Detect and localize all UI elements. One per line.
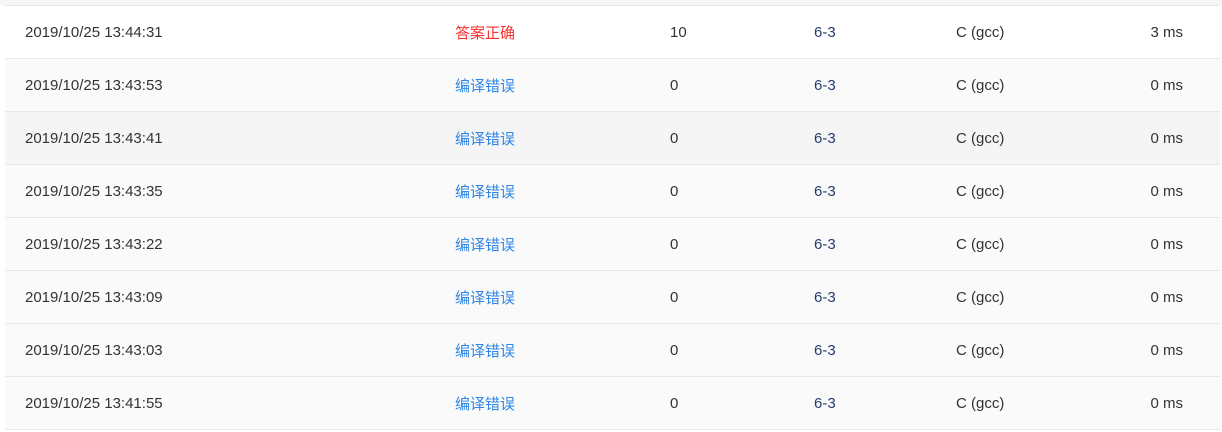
- problem-link[interactable]: 6-3: [814, 23, 836, 41]
- score: 0: [670, 376, 814, 430]
- score: 0: [670, 111, 814, 165]
- problem-link[interactable]: 6-3: [814, 76, 836, 94]
- table-row: 2019/10/25 13:41:55 编译错误 0 6-3 C (gcc) 0 ms: [5, 376, 1220, 430]
- problem-link[interactable]: 6-3: [814, 129, 836, 147]
- run-time: 0 ms: [1106, 217, 1220, 271]
- submit-time: 2019/10/25 13:41:55: [5, 376, 455, 430]
- run-time: 3 ms: [1106, 5, 1220, 59]
- submit-time: 2019/10/25 13:44:31: [5, 5, 455, 59]
- table-row: 2019/10/25 13:43:09 编译错误 0 6-3 C (gcc) 0 ms: [5, 270, 1220, 324]
- language: C (gcc): [956, 376, 1106, 430]
- table-row: 2019/10/25 13:43:22 编译错误 0 6-3 C (gcc) 0 ms: [5, 217, 1220, 271]
- status-link[interactable]: 答案正确: [455, 24, 516, 42]
- status-link[interactable]: 编译错误: [455, 236, 516, 254]
- status-link[interactable]: 编译错误: [455, 77, 516, 95]
- language: C (gcc): [956, 217, 1106, 271]
- language: C (gcc): [956, 270, 1106, 324]
- status-link[interactable]: 编译错误: [455, 289, 516, 307]
- score: 10: [670, 5, 814, 59]
- submit-time: 2019/10/25 13:43:09: [5, 270, 455, 324]
- problem-link[interactable]: 6-3: [814, 235, 836, 253]
- table-row: 2019/10/25 13:44:31 答案正确 10 6-3 C (gcc) 3 ms: [5, 5, 1220, 59]
- table-row: 2019/10/25 13:43:03 编译错误 0 6-3 C (gcc) 0 ms: [5, 323, 1220, 377]
- language: C (gcc): [956, 5, 1106, 59]
- table-row: 2019/10/25 13:43:41 编译错误 0 6-3 C (gcc) 0 ms: [5, 111, 1220, 165]
- status-link[interactable]: 编译错误: [455, 342, 516, 360]
- score: 0: [670, 217, 814, 271]
- run-time: 0 ms: [1106, 376, 1220, 430]
- submit-time: 2019/10/25 13:43:35: [5, 164, 455, 218]
- table-row: 2019/10/25 13:43:35 编译错误 0 6-3 C (gcc) 0 ms: [5, 164, 1220, 218]
- run-time: 0 ms: [1106, 323, 1220, 377]
- problem-link[interactable]: 6-3: [814, 182, 836, 200]
- status-link[interactable]: 编译错误: [455, 395, 516, 413]
- table-row: 2019/10/25 13:43:53 编译错误 0 6-3 C (gcc) 0 ms: [5, 58, 1220, 112]
- score: 0: [670, 164, 814, 218]
- score: 0: [670, 58, 814, 112]
- submit-time: 2019/10/25 13:43:03: [5, 323, 455, 377]
- language: C (gcc): [956, 164, 1106, 218]
- submit-time: 2019/10/25 13:43:22: [5, 217, 455, 271]
- language: C (gcc): [956, 58, 1106, 112]
- language: C (gcc): [956, 323, 1106, 377]
- run-time: 0 ms: [1106, 111, 1220, 165]
- run-time: 0 ms: [1106, 164, 1220, 218]
- status-link[interactable]: 编译错误: [455, 183, 516, 201]
- problem-link[interactable]: 6-3: [814, 394, 836, 412]
- run-time: 0 ms: [1106, 270, 1220, 324]
- language: C (gcc): [956, 111, 1106, 165]
- problem-link[interactable]: 6-3: [814, 288, 836, 306]
- submit-time: 2019/10/25 13:43:41: [5, 111, 455, 165]
- score: 0: [670, 270, 814, 324]
- run-time: 0 ms: [1106, 58, 1220, 112]
- top-strip: [0, 0, 1222, 5]
- problem-link[interactable]: 6-3: [814, 341, 836, 359]
- submissions-table: 2019/10/25 13:44:31 答案正确 10 6-3 C (gcc) 3 ms 2…: [5, 5, 1220, 430]
- submit-time: 2019/10/25 13:43:53: [5, 58, 455, 112]
- status-link[interactable]: 编译错误: [455, 130, 516, 148]
- score: 0: [670, 323, 814, 377]
